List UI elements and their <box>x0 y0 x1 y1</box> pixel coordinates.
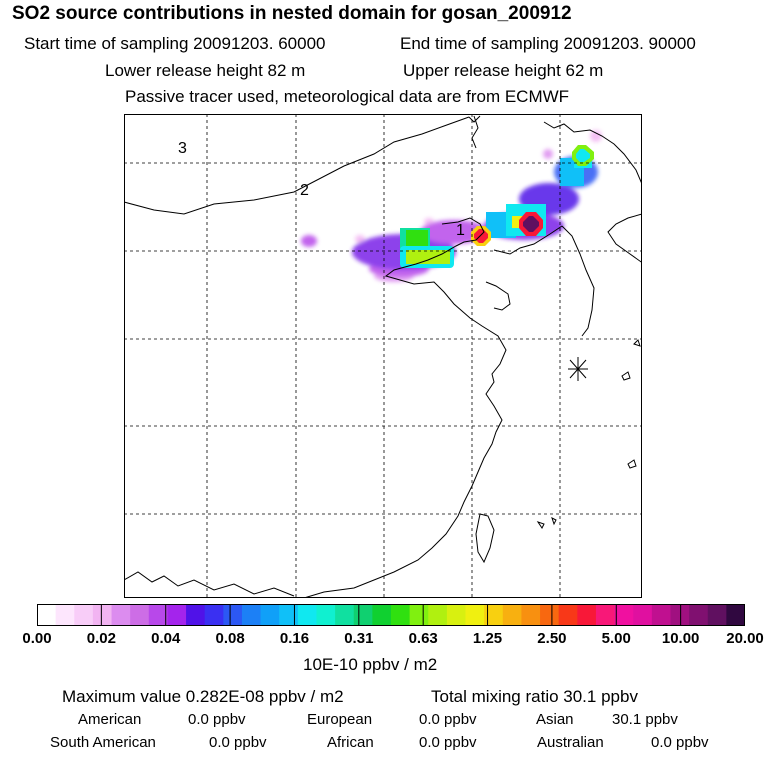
colorbar-swatch <box>670 604 690 626</box>
colorbar-swatch <box>428 604 448 626</box>
colorbar-swatch <box>316 604 336 626</box>
max-value: Maximum value 0.282E-08 ppbv / m2 <box>62 687 344 706</box>
colorbar-swatch <box>502 604 522 626</box>
region-name: American <box>78 711 142 728</box>
upper-release-height: Upper release height 62 m <box>403 61 604 80</box>
region-name: European <box>307 711 373 728</box>
colorbar-swatch <box>353 604 373 626</box>
map-border <box>124 114 642 598</box>
region-value: 0.0 ppbv <box>209 734 267 751</box>
colorbar-swatch <box>521 604 541 626</box>
lat-lon-grid <box>124 114 642 598</box>
colorbar-swatch <box>707 604 727 626</box>
colorbar-swatch <box>409 604 429 626</box>
colorbar-tick-label: 2.50 <box>537 630 567 647</box>
colorbar-tick-label: 0.16 <box>279 630 310 647</box>
map-panel: 3 2 1 <box>124 114 642 598</box>
colorbar-swatch <box>130 604 150 626</box>
colorbar-swatch <box>148 604 168 626</box>
colorbar-swatch <box>595 604 615 626</box>
colorbar-swatch <box>465 604 485 626</box>
colorbar-swatch <box>111 604 131 626</box>
colorbar <box>37 604 745 626</box>
colorbar-swatch <box>372 604 392 626</box>
colorbar-swatch <box>223 604 243 626</box>
colorbar-swatch <box>689 604 709 626</box>
colorbar-swatch <box>614 604 634 626</box>
colorbar-swatch <box>297 604 317 626</box>
colorbar-swatch <box>92 604 112 626</box>
colorbar-swatch <box>55 604 75 626</box>
region-value: 0.0 ppbv <box>419 711 477 728</box>
tracer-note: Passive tracer used, meteorological data… <box>125 87 570 106</box>
colorbar-swatch <box>167 604 187 626</box>
asterisk-icon <box>568 357 588 381</box>
colorbar-tick-label: 1.25 <box>472 630 503 647</box>
colorbar-swatch <box>279 604 299 626</box>
colorbar-tick-label: 0.00 <box>22 630 52 647</box>
colorbar-swatch <box>484 604 504 626</box>
region-value: 0.0 ppbv <box>188 711 246 728</box>
region-value: 30.1 ppbv <box>612 711 678 728</box>
colorbar-swatch <box>540 604 560 626</box>
region-name: African <box>327 734 374 751</box>
colorbar-swatch <box>391 604 411 626</box>
colorbar-swatch <box>633 604 653 626</box>
colorbar-swatch <box>558 604 578 626</box>
colorbar-tick-label: 10.00 <box>661 630 700 647</box>
colorbar-swatch <box>204 604 224 626</box>
colorbar-swatch <box>446 604 466 626</box>
colorbar-swatch <box>577 604 597 626</box>
start-time: Start time of sampling 20091203. 60000 <box>24 34 326 53</box>
map-label-2: 2 <box>300 182 309 199</box>
colorbar-tick-label: 0.08 <box>215 630 245 647</box>
colorbar-swatch <box>726 604 745 626</box>
colorbar-tick-label: 0.63 <box>408 630 438 647</box>
colorbar-swatch <box>37 604 57 626</box>
coastlines <box>124 115 642 598</box>
page-title: SO2 source contributions in nested domai… <box>12 3 572 24</box>
map-canvas: 3 2 1 <box>124 114 642 598</box>
region-name: South American <box>50 734 156 751</box>
end-time: End time of sampling 20091203. 90000 <box>400 34 696 53</box>
lower-release-height: Lower release height 82 m <box>105 61 306 80</box>
colorbar-tick-label: 0.02 <box>86 630 116 647</box>
colorbar-tick-label: 5.00 <box>601 630 631 647</box>
map-label-3: 3 <box>178 140 187 157</box>
colorbar-swatch <box>651 604 671 626</box>
colorbar-tick-label: 20.00 <box>726 630 764 647</box>
region-value: 0.0 ppbv <box>651 734 709 751</box>
map-label-1: 1 <box>456 222 465 239</box>
colorbar-swatch <box>74 604 94 626</box>
region-name: Australian <box>537 734 604 751</box>
total-mixing-ratio: Total mixing ratio 30.1 ppbv <box>431 687 638 706</box>
concentration-plume <box>301 130 602 282</box>
colorbar-swatch <box>186 604 206 626</box>
colorbar-tick-label: 0.04 <box>151 630 181 647</box>
colorbar-tick-label: 0.31 <box>344 630 374 647</box>
region-value: 0.0 ppbv <box>419 734 477 751</box>
colorbar-unit-label: 10E-10 ppbv / m2 <box>303 655 438 674</box>
colorbar-swatch <box>335 604 355 626</box>
colorbar-swatch <box>241 604 261 626</box>
colorbar-swatch <box>260 604 280 626</box>
region-name: Asian <box>536 711 574 728</box>
